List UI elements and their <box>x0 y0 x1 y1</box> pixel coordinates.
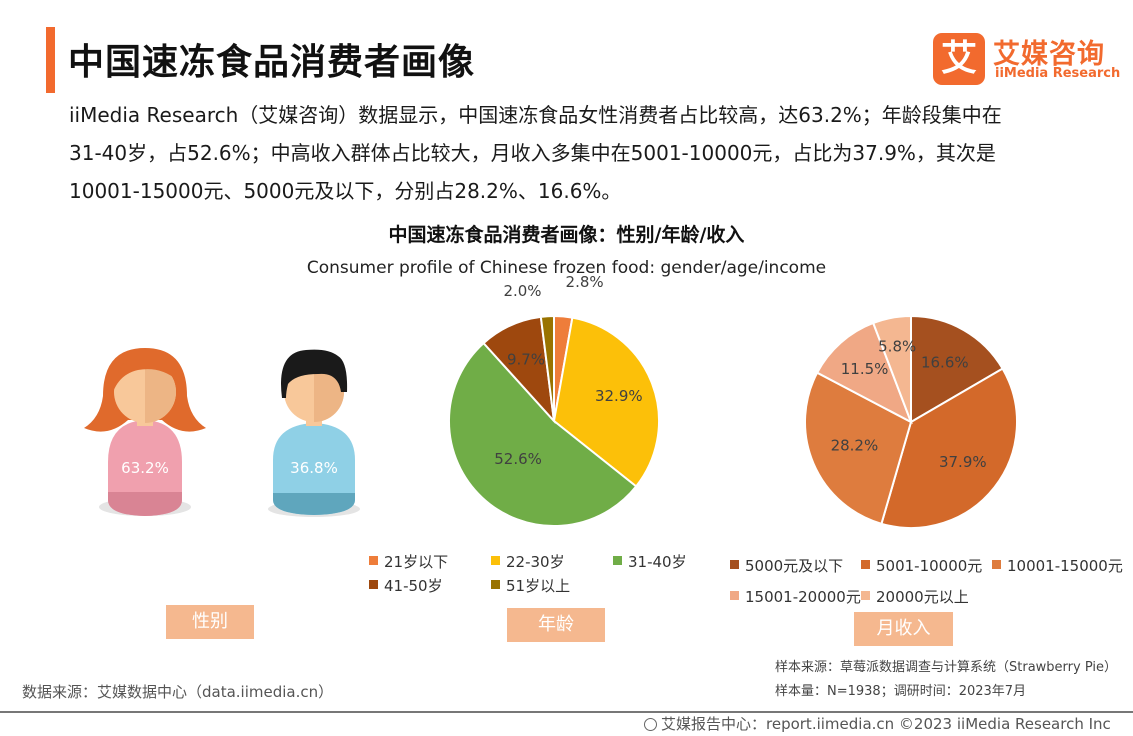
legend-label: 31-40岁 <box>628 553 687 571</box>
female-share-label: 63.2% <box>121 459 169 477</box>
legend-swatch <box>491 556 500 565</box>
chart-subtitle: Consumer profile of Chinese frozen food:… <box>306 258 827 278</box>
legend-swatch <box>861 560 870 569</box>
data-label: 37.9% <box>939 453 987 471</box>
footer: 艾媒报告中心：report.iimedia.cn ©2023 iiMedia R… <box>644 713 1111 734</box>
legend-swatch <box>491 580 500 589</box>
title-accent-bar <box>46 27 55 93</box>
age-pie-chart: 2.8% 32.9% 52.6% 9.7% 2.0% <box>448 273 660 528</box>
legend-item: 22-30岁 <box>491 551 565 572</box>
legend-swatch <box>369 580 378 589</box>
data-label: 32.9% <box>595 387 643 405</box>
pie-slice <box>815 321 913 425</box>
male-share-label: 36.8% <box>290 459 338 477</box>
income-tag: 月收入 <box>854 612 953 646</box>
legend-label: 10001-15000元 <box>1007 557 1123 575</box>
legend-swatch <box>861 591 870 600</box>
data-label: 16.6% <box>921 354 969 372</box>
pie-slice <box>871 314 912 423</box>
intro-line: iiMedia Research（艾媒咨询）数据显示，中国速冻食品女性消费者占比… <box>69 103 1002 127</box>
sample-size-note: 样本量：N=1938；调研时间：2023年7月 <box>775 684 1027 699</box>
legend-swatch <box>613 556 622 565</box>
legend-label: 5001-10000元 <box>876 557 983 575</box>
legend-swatch <box>730 560 739 569</box>
legend-item: 5000元及以下 <box>730 555 843 576</box>
sample-source-note: 样本来源：草莓派数据调查与计算系统（Strawberry Pie） <box>775 660 1117 675</box>
pie-slice <box>539 314 555 422</box>
chart-title: 中国速冻食品消费者画像：性别/年龄/收入 <box>388 224 745 246</box>
legend-item: 51岁以上 <box>491 575 570 596</box>
legend-label: 21岁以下 <box>384 553 449 571</box>
pie-slice <box>880 367 1018 529</box>
legend-swatch <box>992 560 1001 569</box>
legend-label: 5000元及以下 <box>745 557 844 575</box>
globe-icon <box>644 718 657 731</box>
data-label: 9.7% <box>507 350 545 368</box>
data-label: 5.8% <box>878 337 916 355</box>
logo-text-cn: 艾媒咨询 <box>993 39 1105 70</box>
legend-item: 41-50岁 <box>369 575 443 596</box>
data-label: 52.6% <box>494 450 542 468</box>
legend-swatch <box>369 556 378 565</box>
legend-swatch <box>730 591 739 600</box>
legend-label: 51岁以上 <box>506 577 571 595</box>
data-label: 2.0% <box>503 282 541 300</box>
legend-item: 15001-20000元 <box>730 586 861 607</box>
pie-slice <box>910 314 1004 424</box>
legend-item: 5001-10000元 <box>861 555 982 576</box>
pie-slice <box>448 341 638 528</box>
data-label: 2.8% <box>566 273 604 291</box>
data-source-note: 数据来源：艾媒数据中心（data.iimedia.cn） <box>22 683 334 701</box>
legend-label: 15001-20000元 <box>745 588 861 606</box>
pie-slice <box>804 371 913 526</box>
legend-item: 10001-15000元 <box>992 555 1123 576</box>
legend-label: 41-50岁 <box>384 577 443 595</box>
female-figure-icon <box>84 348 206 516</box>
intro-line: 10001-15000元、5000元及以下，分别占28.2%、16.6%。 <box>69 179 622 203</box>
page-title: 中国速冻食品消费者画像 <box>68 42 476 83</box>
footer-divider <box>0 711 1133 713</box>
brand-logo: 艾 艾媒咨询 iiMedia Research <box>933 33 1123 85</box>
intro-line: 31-40岁，占52.6%；中高收入群体占比较大，月收入多集中在5001-100… <box>69 141 996 165</box>
legend-label: 20000元以上 <box>876 588 969 606</box>
gender-tag: 性别 <box>166 605 254 639</box>
legend-item: 31-40岁 <box>613 551 687 572</box>
income-pie-chart: 16.6% 37.9% 28.2% 11.5% 5.8% <box>804 314 1018 529</box>
data-label: 11.5% <box>841 360 889 378</box>
age-tag: 年龄 <box>507 608 605 642</box>
logo-text-en: iiMedia Research <box>995 66 1121 81</box>
pie-slice <box>552 316 660 488</box>
legend-item: 20000元以上 <box>861 586 969 607</box>
male-figure-icon <box>268 349 360 517</box>
footer-text: 艾媒报告中心：report.iimedia.cn ©2023 iiMedia R… <box>661 715 1111 733</box>
logo-icon: 艾 <box>933 33 985 85</box>
legend-item: 21岁以下 <box>369 551 448 572</box>
data-label: 28.2% <box>831 437 879 455</box>
intro-paragraph: iiMedia Research（艾媒咨询）数据显示，中国速冻食品女性消费者占比… <box>69 96 1069 210</box>
legend-label: 22-30岁 <box>506 553 565 571</box>
